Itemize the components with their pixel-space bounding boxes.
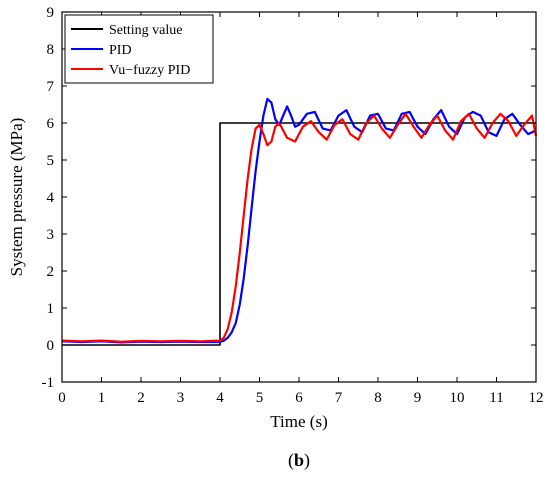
x-tick-label: 5 [256, 390, 264, 406]
y-tick-label: 9 [47, 5, 55, 21]
x-tick-label: 1 [98, 390, 106, 406]
x-tick-label: 12 [529, 390, 544, 406]
legend-label: Vu−fuzzy PID [109, 63, 190, 78]
caption-close-paren: ) [304, 450, 310, 471]
x-tick-label: 10 [450, 390, 465, 406]
series-line-vu-fuzzy-pid [61, 112, 538, 343]
legend-label: Setting value [109, 23, 183, 38]
y-tick-label: 5 [47, 153, 55, 169]
x-tick-label: 11 [489, 390, 503, 406]
y-axis-title: System pressure (MPa) [7, 118, 26, 277]
x-axis-title: Time (s) [270, 412, 327, 431]
y-tick-label: 6 [47, 116, 55, 132]
y-tick-label: -1 [42, 375, 55, 391]
y-tick-label: 8 [47, 42, 55, 58]
x-tick-label: 4 [216, 390, 224, 406]
caption-letter: b [294, 450, 304, 470]
x-tick-label: 8 [374, 390, 382, 406]
x-tick-label: 3 [177, 390, 185, 406]
y-tick-label: 3 [47, 227, 55, 243]
series-layer [61, 97, 538, 346]
y-tick-label: 7 [47, 79, 55, 95]
x-tick-label: 9 [414, 390, 422, 406]
series-line-setting-value [62, 122, 536, 346]
y-tick-label: 1 [47, 301, 55, 317]
figure-caption: (b) [288, 450, 310, 471]
x-tick-label: 0 [58, 390, 66, 406]
x-tick-label: 7 [335, 390, 343, 406]
legend-label: PID [109, 43, 132, 58]
x-tick-label: 6 [295, 390, 303, 406]
y-tick-label: 0 [47, 338, 55, 354]
x-tick-label: 2 [137, 390, 145, 406]
legend: Setting value PID Vu−fuzzy PID [64, 14, 214, 84]
caption-open-paren: ( [288, 450, 294, 471]
series-line-pid [61, 97, 537, 344]
y-tick-label: 2 [47, 264, 55, 280]
y-tick-label: 4 [47, 190, 55, 206]
